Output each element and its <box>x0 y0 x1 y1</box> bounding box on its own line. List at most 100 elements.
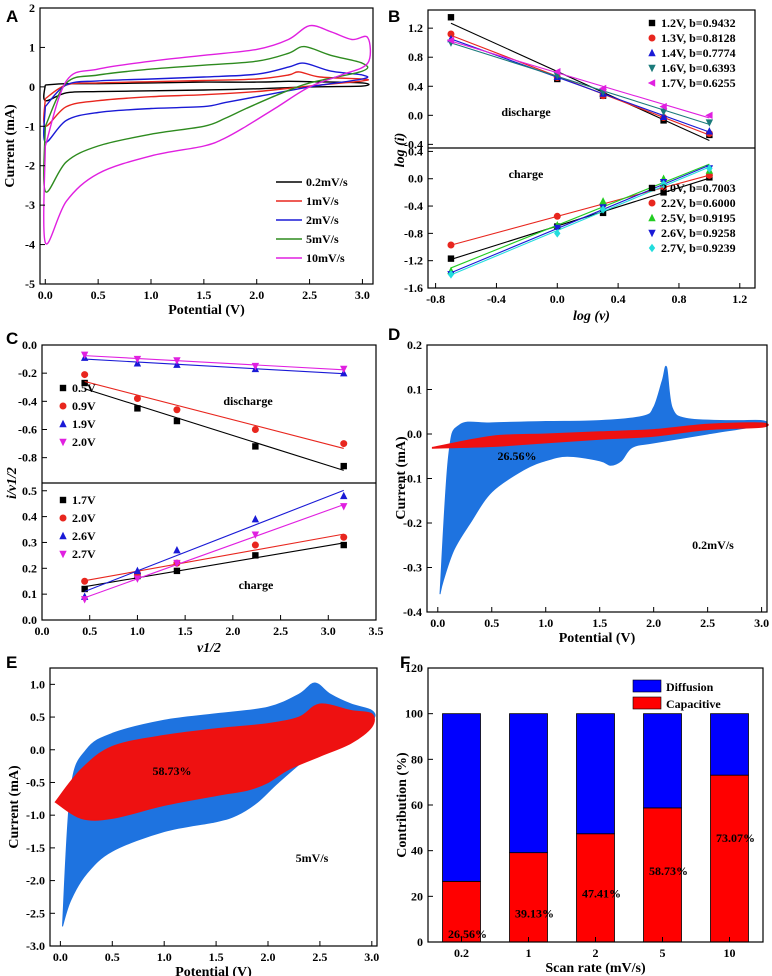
panel-b-top-legend-label-1: 1.3V, b=0.8128 <box>661 31 736 45</box>
panel-c-bottom-legend-marker-1 <box>59 514 67 522</box>
panel-b-top-legend-label-3: 1.6V, b=0.6393 <box>661 61 736 75</box>
panel-b-bottom-y-tick-label-5: 0.4 <box>408 144 423 158</box>
panel-f-legend-swatch-0 <box>632 679 662 693</box>
panel-e-capacitive-area <box>54 703 375 821</box>
panel-b-top-y-tick-label-2: 0.4 <box>408 79 423 93</box>
panel-c-bottom-legend-label-3: 2.7V <box>72 547 96 561</box>
panel-b-bottom-point-4-2 <box>599 205 607 214</box>
panel-label-c: C <box>6 329 18 348</box>
panel-b-top-legend-marker-4 <box>647 79 656 87</box>
panel-d-x-tick-label-2: 1.0 <box>538 616 553 630</box>
panel-f-bar-diffusion-1 <box>509 713 548 854</box>
panel-b-bottom-y-tick-label-2: -0.8 <box>404 226 423 240</box>
panel-c-bottom-fit-2 <box>84 489 344 592</box>
panel-c-top-point-1-4 <box>340 440 348 448</box>
panel-e-x-tick-label-0: 0.0 <box>53 950 68 964</box>
panel-b-bottom-point-1-1 <box>553 212 561 220</box>
panel-f-data-label-0: 26.56% <box>448 927 487 941</box>
panel-label-f: F <box>400 653 410 672</box>
panel-c-top-point-3-4 <box>340 365 348 374</box>
panel-c-top-legend-marker-2 <box>59 419 67 428</box>
panel-c-bottom-legend-label-1: 2.0V <box>72 511 96 525</box>
panel-d-total-area <box>439 365 768 595</box>
panel-d-xlabel: Potential (V) <box>559 631 636 646</box>
panel-a-y-tick-label-0: -5 <box>25 277 35 291</box>
panel-e-y-tick-label-0: -3.0 <box>26 939 45 953</box>
panel-c-bottom-point-0-0 <box>81 585 88 593</box>
panel-a-frame <box>39 7 374 285</box>
panel-f-bar-capacitive-1 <box>509 852 548 943</box>
cv-curve-4 <box>43 24 372 245</box>
panel-b-bottom-legend-marker-2 <box>648 213 656 222</box>
panel-c-bottom-point-3-4 <box>340 503 348 511</box>
panel-a-legend-label-4: 10mV/s <box>306 251 345 265</box>
panel-c-ylabel: i/v1/2 <box>5 467 20 499</box>
panel-d-y-tick-label-0: -0.4 <box>403 605 422 619</box>
panel-c-top-point-3-3 <box>251 362 260 371</box>
panel-a-y-tick-label-6: 1 <box>29 40 35 54</box>
panel-b-top-y-tick-label-4: 1.2 <box>408 21 423 35</box>
panel-c-top-point-3-0 <box>80 351 89 360</box>
panel-b-bottom-point-3-1 <box>553 224 561 233</box>
panel-a-y-tick-label-7: 2 <box>29 1 35 15</box>
panel-f-y-tick-label-1: 20 <box>411 889 423 903</box>
panel-d-x-tick-label-1: 0.5 <box>484 616 499 630</box>
panel-a-x-tick-label-4: 2.0 <box>249 288 264 302</box>
panel-a-y-tick-label-5: 0 <box>29 80 35 94</box>
panel-b-top-y-tick-label-3: 0.8 <box>408 50 423 64</box>
panel-a-x-tick-label-1: 0.5 <box>91 288 106 302</box>
panel-b-bottom-y-tick-label-1: -1.2 <box>404 254 423 268</box>
panel-b-bottom-point-1-0 <box>447 241 455 249</box>
panel-c-sqrt-plot: -0.8 -0.6 -0.4 -0.2 0.0 0.5V 0.9V 1.9V 2.0V disch… <box>5 338 384 656</box>
panel-e-x-tick-label-5: 2.5 <box>312 950 327 964</box>
cv-curve-2 <box>43 62 369 143</box>
panel-e-y-tick-label-3: -1.5 <box>26 841 45 855</box>
panel-b-top-legend-marker-1 <box>648 34 656 42</box>
panel-e-y-tick-label-5: -0.5 <box>26 775 45 789</box>
panel-b-top-point-2-3 <box>659 112 668 120</box>
panel-a-legend-label-0: 0.2mV/s <box>306 175 348 189</box>
panel-b-top-legend-marker-2 <box>648 48 656 57</box>
panel-f-xlabel: Scan rate (mV/s) <box>545 961 646 976</box>
panel-e-x-tick-label-3: 1.5 <box>209 950 224 964</box>
panel-b-bottom-legend-marker-4 <box>648 243 656 253</box>
panel-f-y-tick-label-4: 80 <box>411 752 423 766</box>
panel-f-x-tick-label-4: 10 <box>724 946 736 960</box>
panel-a-y-tick-label-3: -2 <box>25 159 35 173</box>
panel-c-top-y-tick-label-2: -0.4 <box>18 394 37 408</box>
panel-e-y-tick-label-2: -2.0 <box>26 874 45 888</box>
panel-f-data-label-1: 39.13% <box>515 907 554 921</box>
panel-c-bottom-y-tick-label-4: 0.4 <box>22 510 37 524</box>
panel-d-y-tick-label-4: 0.0 <box>407 427 422 441</box>
panel-c-bottom-point-0-4 <box>340 541 347 549</box>
panel-f-data-label-2: 47.41% <box>582 887 621 901</box>
panel-f-y-tick-label-0: 0 <box>417 935 423 949</box>
panel-c-top-point-1-3 <box>251 425 259 433</box>
panel-b-bottom-fit-3 <box>450 164 710 274</box>
panel-e-y-tick-label-6: 0.0 <box>30 743 45 757</box>
panel-f-x-tick-label-2: 2 <box>593 946 599 960</box>
panel-c-x-tick-label-5: 2.5 <box>273 624 288 638</box>
panel-label-b: B <box>388 7 400 26</box>
panel-c-bottom-point-2-2 <box>173 546 181 554</box>
panel-c-bottom-legend-marker-3 <box>59 550 67 559</box>
panel-b-top-point-1-0 <box>447 30 455 38</box>
panel-c-xlabel: v1/2 <box>197 641 221 656</box>
panel-e-xlabel: Potential (V) <box>175 965 252 976</box>
panel-e-scan-rate: 5mV/s <box>296 851 329 865</box>
panel-e-x-tick-label-1: 0.5 <box>105 950 120 964</box>
panel-c-x-tick-label-7: 3.5 <box>369 624 384 638</box>
panel-c-top-legend-marker-3 <box>59 438 67 447</box>
panel-c-bottom-y-tick-label-3: 0.3 <box>22 535 37 549</box>
panel-c-bottom-point-3-3 <box>251 531 260 539</box>
panel-d-capacitive-label: 26.56% <box>498 449 537 463</box>
panel-a-y-tick-label-1: -4 <box>25 238 35 252</box>
panel-d-x-tick-label-0: 0.0 <box>430 616 445 630</box>
panel-a-x-tick-label-3: 1.5 <box>196 288 211 302</box>
panel-a-ylabel: Current (mA) <box>3 104 18 188</box>
panel-c-top-point-3-1 <box>133 355 142 364</box>
panel-d-y-tick-label-6: 0.2 <box>407 338 422 352</box>
panel-b-bottom-legend-label-0: 2.0V, b=0.7003 <box>661 181 736 195</box>
panel-b-frame <box>427 9 756 289</box>
panel-label-e: E <box>6 653 17 672</box>
